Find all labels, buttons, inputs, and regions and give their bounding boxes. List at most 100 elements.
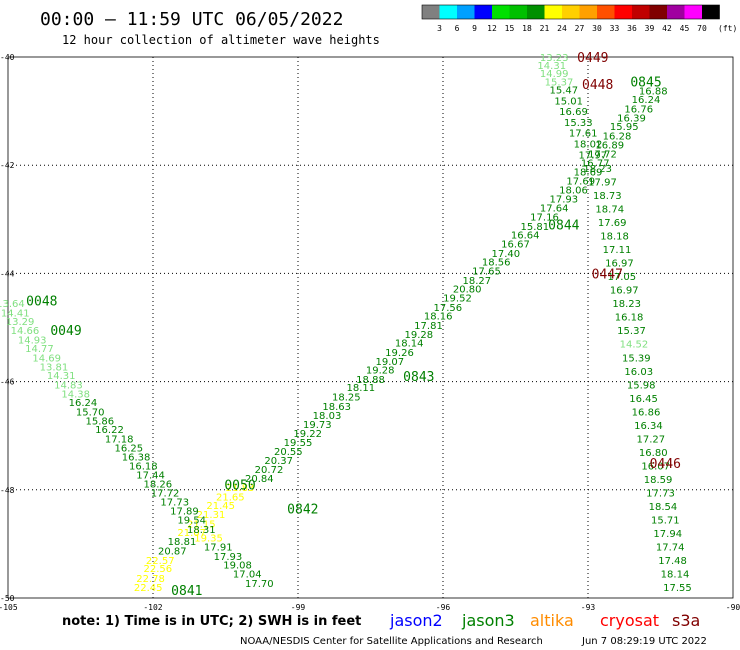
- swh-value-label: 15.86: [86, 417, 115, 428]
- legend-swatch: [632, 5, 650, 19]
- swh-value-label: 17.89: [170, 506, 199, 517]
- y-tick-label: -40: [0, 53, 15, 62]
- swh-value-label: 17.18: [105, 434, 134, 445]
- swh-value-label: 21.83: [226, 483, 255, 494]
- swh-value-label: 20.72: [255, 465, 284, 476]
- swh-value-label: 16.77: [581, 158, 610, 169]
- legend-label: 30: [592, 24, 602, 33]
- legend-swatch: [667, 5, 685, 19]
- swh-value-label: 13.64: [0, 299, 25, 310]
- swh-value-label: 16.67: [501, 240, 530, 251]
- legend-label: 6: [455, 24, 460, 33]
- swh-value-label: 18.14: [395, 339, 424, 350]
- swh-value-label: 21.65: [216, 492, 245, 503]
- swh-value-label: 16.18: [615, 313, 644, 324]
- pass-time-label: 0048: [26, 294, 57, 309]
- swh-value-label: 16.18: [129, 461, 158, 472]
- y-tick-label: -44: [0, 269, 15, 278]
- legend-swatch: [492, 5, 510, 19]
- swh-value-label: 17.69: [566, 176, 595, 187]
- swh-value-label: 13.29: [6, 317, 35, 328]
- credit-text: NOAA/NESDIS Center for Satellite Applica…: [240, 636, 543, 647]
- swh-value-label: 19.28: [405, 330, 434, 341]
- swh-value-label: 15.95: [610, 122, 639, 133]
- swh-value-label: 15.81: [521, 222, 550, 233]
- swh-value-label: 21.07: [177, 528, 206, 539]
- pass-time-label: 0844: [548, 219, 579, 234]
- legend-label: 3: [437, 24, 442, 33]
- swh-value-label: 16.39: [617, 114, 646, 125]
- swh-value-label: 14.99: [540, 69, 569, 80]
- swh-value-label: 18.25: [332, 393, 361, 404]
- chart-subtitle: 12 hour collection of altimeter wave hei…: [62, 33, 380, 47]
- swh-value-label: 18.23: [612, 299, 641, 310]
- swh-value-label: 18.02: [574, 140, 603, 151]
- satellite-name: s3a: [672, 611, 700, 630]
- swh-value-label: 16.22: [95, 425, 124, 436]
- swh-value-label: 14.41: [1, 308, 30, 319]
- swh-value-label: 17.73: [646, 489, 675, 500]
- swh-value-label: 19.22: [293, 429, 322, 440]
- swh-value-label: 22.78: [136, 574, 165, 585]
- swh-value-label: 16.64: [511, 230, 540, 241]
- legend-swatch: [562, 5, 580, 19]
- swh-value-label: 14.52: [620, 340, 649, 351]
- swh-value-label: 18.26: [144, 479, 173, 490]
- legend-label: 39: [645, 24, 655, 33]
- satellite-name: jason2: [389, 611, 443, 630]
- swh-value-label: 20.84: [245, 474, 274, 485]
- swh-value-label: 17.11: [603, 245, 632, 256]
- swh-value-label: 18.73: [593, 191, 622, 202]
- swh-value-label: 17.65: [472, 267, 501, 278]
- swh-value-label: 16.88: [639, 87, 668, 98]
- swh-value-label: 17.44: [136, 471, 165, 482]
- pass-time-label: 0841: [171, 584, 202, 599]
- swh-value-label: 14.83: [54, 380, 83, 391]
- legend-label: 12: [487, 24, 497, 33]
- swh-value-label: 15.71: [651, 516, 680, 527]
- legend-unit: (ft): [718, 24, 737, 33]
- legend-label: 33: [610, 24, 620, 33]
- legend-label: 9: [472, 24, 477, 33]
- swh-value-label: 16.07: [641, 461, 670, 472]
- swh-value-label: 19.07: [376, 357, 405, 368]
- swh-value-label: 19.26: [385, 348, 414, 359]
- swh-value-label: 18.59: [644, 475, 673, 486]
- color-legend: 3 6 9 12 15 18 21 24 27 30 33 36 39 42 45 70: [421, 4, 720, 33]
- swh-value-label: 17.97: [588, 177, 617, 188]
- legend-label: 36: [627, 24, 637, 33]
- swh-value-label: 18.69: [574, 168, 603, 179]
- footnote: note: 1) Time is in UTC; 2) SWH is in fe…: [62, 614, 361, 629]
- pass-time-label: 0448: [582, 78, 613, 93]
- swh-value-label: 16.45: [629, 394, 658, 405]
- swh-value-label: 14.31: [537, 61, 566, 72]
- legend-label: 45: [680, 24, 690, 33]
- swh-value-label: 20.37: [264, 456, 293, 467]
- swh-value-label: 16.76: [624, 104, 653, 115]
- legend-swatch: [544, 5, 562, 19]
- swh-value-label: 21.31: [197, 510, 226, 521]
- swh-value-label: 15.37: [545, 77, 574, 88]
- swh-value-label: 15.47: [550, 85, 579, 96]
- swh-value-label: 22.56: [144, 564, 173, 575]
- pass-time-label: 0843: [403, 370, 434, 385]
- swh-value-label: 17.74: [656, 543, 685, 554]
- legend-swatch: [457, 5, 475, 19]
- swh-value-label: 17.72: [588, 149, 617, 160]
- swh-value-label: 14.66: [11, 326, 40, 337]
- swh-value-label: 16.03: [624, 367, 653, 378]
- swh-value-label: 17.97: [579, 150, 608, 161]
- swh-value-label: 16.69: [559, 107, 588, 118]
- x-tick-label: -93: [581, 603, 596, 612]
- swh-value-label: 16.24: [632, 95, 661, 106]
- swh-value-label: 15.98: [627, 380, 656, 391]
- swh-value-label: 17.93: [550, 195, 579, 206]
- swh-value-label: 19.35: [194, 533, 223, 544]
- swh-value-label: 19.08: [223, 560, 252, 571]
- plot-area: -105 -102 -99 -96 -93 -90 -40 -42 -44 -46 -48 -50 22…: [0, 51, 740, 612]
- pass-time-label: 0845: [630, 75, 661, 90]
- swh-value-label: 16.28: [603, 131, 632, 142]
- legend-swatch: [649, 5, 667, 19]
- swh-value-label: 17.16: [530, 213, 559, 224]
